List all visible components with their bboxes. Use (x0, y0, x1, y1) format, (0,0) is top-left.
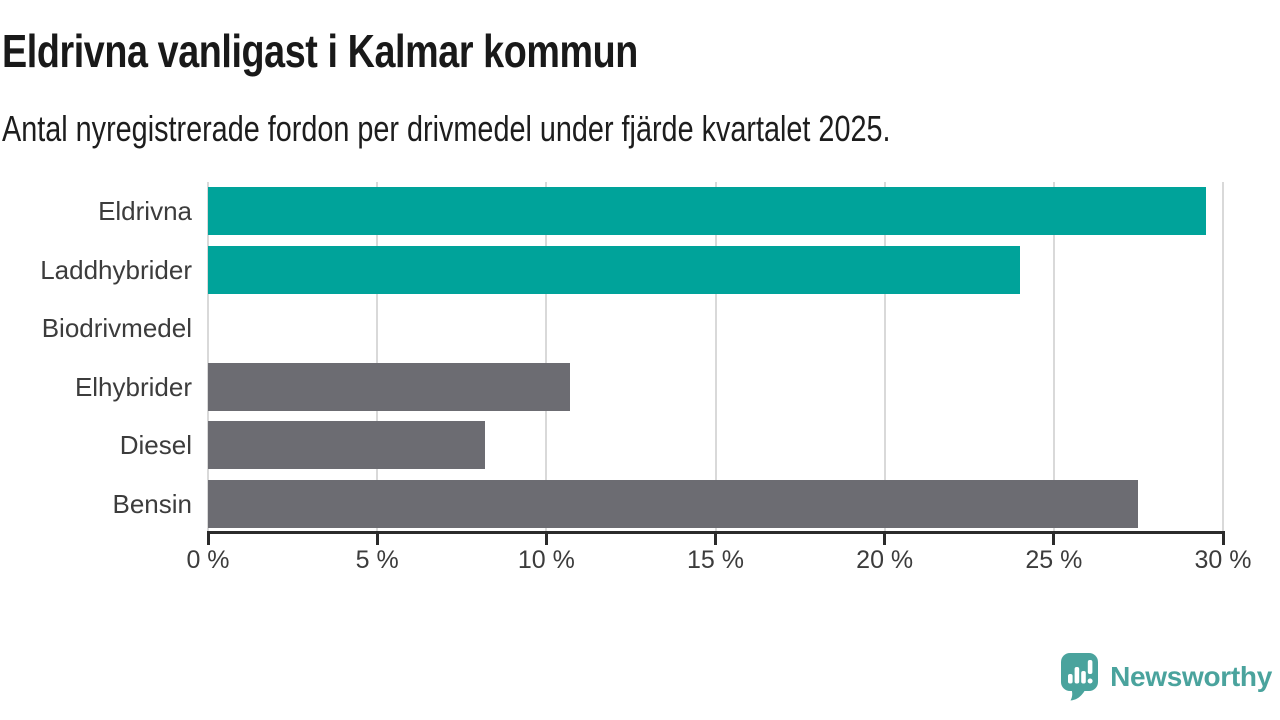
newsworthy-logo-text: Newsworthy (1110, 660, 1272, 692)
x-axis-line (207, 531, 1225, 534)
gridline-25 (1052, 182, 1055, 533)
bar-diesel (208, 421, 486, 470)
category-label-laddhybrider: Laddhybrider (40, 254, 192, 285)
category-label-diesel: Diesel (119, 430, 192, 460)
category-label-eldrivna: Eldrivna (98, 196, 192, 226)
bar-laddhybrider (208, 245, 1020, 294)
bar-bensin (208, 479, 1139, 528)
x-tick-30 (1221, 534, 1225, 545)
page-title: Eldrivna vanligast i Kalmar kommun (2, 25, 638, 77)
x-tick-label-0: 0 % (186, 546, 230, 574)
category-label-elhybrider: Elhybrider (74, 371, 192, 402)
x-tick-5 (375, 534, 379, 545)
gridline-0 (207, 182, 209, 533)
x-tick-15 (714, 534, 717, 545)
x-tick-0 (206, 534, 210, 545)
gridline-5 (376, 182, 379, 533)
x-tick-25 (1052, 534, 1056, 545)
category-label-biodrivmedel: Biodrivmedel (41, 313, 192, 343)
x-tick-label-20: 20 % (856, 546, 914, 574)
newsworthy-logo: Newsworthy (1060, 652, 1272, 701)
gridline-15 (714, 182, 717, 533)
category-label-bensin: Bensin (112, 488, 193, 519)
x-tick-label-5: 5 % (355, 546, 399, 574)
x-tick-label-25: 25 % (1025, 546, 1083, 574)
gridline-10 (545, 182, 548, 533)
bar-elhybrider (208, 362, 571, 411)
gridline-20 (883, 182, 886, 533)
x-tick-label-10: 10 % (517, 546, 575, 574)
x-tick-20 (883, 534, 887, 545)
x-tick-label-15: 15 % (687, 546, 744, 574)
gridline-30 (1222, 182, 1224, 533)
bar-eldrivna (208, 187, 1207, 236)
x-tick-label-30: 30 % (1194, 546, 1252, 574)
page-subtitle: Antal nyregistrerade fordon per drivmede… (2, 108, 891, 149)
x-tick-10 (544, 534, 548, 545)
newsworthy-logo-icon (1061, 653, 1099, 701)
